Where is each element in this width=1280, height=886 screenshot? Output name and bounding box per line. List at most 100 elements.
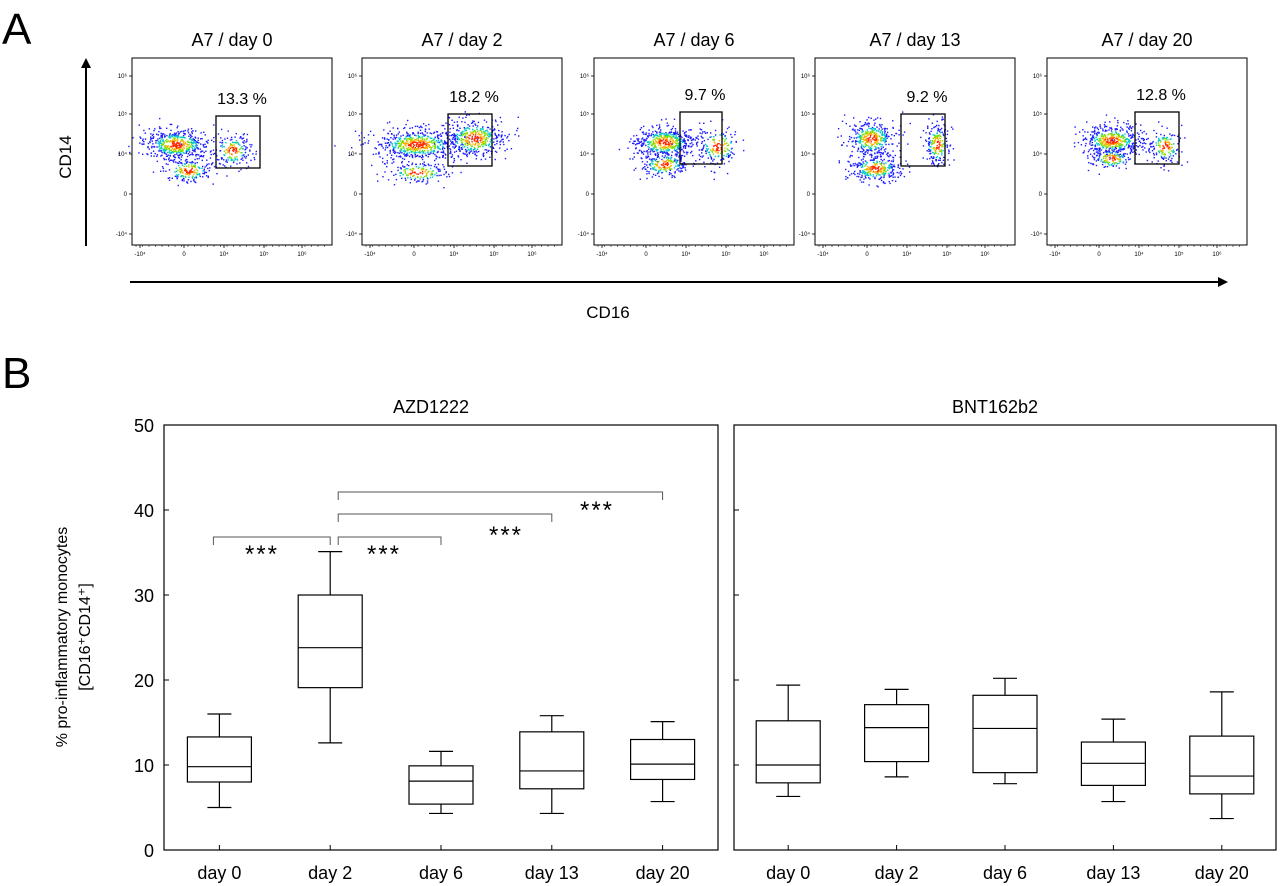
scatter-dot bbox=[411, 146, 413, 149]
scatter-dot bbox=[199, 167, 201, 170]
scatter-dot bbox=[661, 132, 663, 135]
scatter-dot bbox=[224, 138, 226, 140]
scatter-dot bbox=[482, 141, 484, 143]
scatter-dot bbox=[1110, 143, 1112, 145]
scatter-dot bbox=[881, 172, 883, 175]
scatter-dot bbox=[870, 146, 872, 149]
scatter-dot bbox=[439, 168, 441, 171]
scatter-dot bbox=[655, 146, 657, 148]
scatter-dot bbox=[1108, 151, 1110, 153]
scatter-dot bbox=[442, 146, 444, 148]
scatter-dot bbox=[479, 136, 481, 138]
scatter-dot bbox=[667, 147, 669, 150]
scatter-dot bbox=[889, 166, 892, 168]
scatter-dot bbox=[642, 153, 645, 155]
scatter-dot bbox=[843, 141, 845, 144]
scatter-dot bbox=[674, 146, 676, 148]
scatter-dot bbox=[1120, 136, 1122, 139]
scatter-dot bbox=[483, 135, 486, 137]
scatter-dot bbox=[868, 127, 870, 129]
scatter-dot bbox=[1165, 160, 1167, 162]
scatter-dot bbox=[191, 164, 193, 166]
scatter-dot bbox=[1084, 145, 1087, 147]
scatter-dot bbox=[452, 161, 455, 164]
scatter-dot bbox=[455, 141, 457, 143]
scatter-dot bbox=[853, 124, 856, 126]
scatter-dot bbox=[453, 159, 456, 162]
scatter-dot bbox=[1138, 140, 1140, 143]
scatter-dot bbox=[395, 144, 397, 147]
scatter-dot bbox=[164, 146, 167, 149]
scatter-dot bbox=[239, 137, 241, 139]
scatter-dot bbox=[1135, 153, 1137, 155]
scatter-dot bbox=[360, 132, 363, 134]
scatter-dot bbox=[642, 144, 644, 146]
scatter-dot bbox=[474, 136, 476, 138]
scatter-dot bbox=[474, 123, 476, 125]
scatter-dot bbox=[470, 122, 473, 124]
scatter-dot bbox=[673, 167, 676, 169]
scatter-dot bbox=[198, 154, 200, 156]
scatter-dot bbox=[437, 151, 439, 153]
scatter-dot bbox=[161, 136, 163, 139]
scatter-dot bbox=[192, 145, 194, 147]
scatter-dot bbox=[167, 140, 169, 142]
scatter-dot bbox=[228, 151, 230, 153]
scatter-dot bbox=[426, 182, 429, 184]
scatter-dot bbox=[443, 152, 445, 154]
scatter-dot bbox=[235, 148, 237, 150]
scatter-dot bbox=[1172, 155, 1175, 157]
scatter-dot bbox=[872, 171, 874, 173]
scatter-dot bbox=[890, 166, 893, 168]
scatter-dot bbox=[192, 139, 194, 141]
scatter-dot bbox=[407, 144, 410, 146]
scatter-dot bbox=[890, 175, 893, 177]
scatter-dot bbox=[1114, 151, 1117, 154]
scatter-dot bbox=[191, 177, 194, 179]
scatter-dot bbox=[397, 152, 399, 154]
scatter-dot bbox=[1132, 144, 1134, 146]
scatter-dot bbox=[668, 168, 670, 170]
scatter-dot bbox=[425, 141, 427, 143]
scatter-dot bbox=[179, 162, 182, 164]
scatter-dot bbox=[846, 177, 849, 179]
scatter-dot bbox=[426, 147, 429, 150]
scatter-dot bbox=[1106, 159, 1108, 161]
scatter-dot bbox=[871, 143, 874, 146]
scatter-dot bbox=[656, 142, 659, 145]
scatter-dot bbox=[502, 141, 504, 143]
scatter-dot bbox=[1129, 134, 1131, 137]
scatter-dot bbox=[856, 140, 858, 142]
scatter-dot bbox=[383, 163, 386, 165]
scatter-dot bbox=[422, 180, 424, 182]
scatter-dot bbox=[1095, 160, 1098, 162]
scatter-dot bbox=[880, 158, 882, 161]
scatter-dot bbox=[874, 176, 876, 179]
scatter-dot bbox=[164, 135, 166, 138]
scatter-dot bbox=[1163, 146, 1165, 148]
scatter-dot bbox=[1094, 144, 1096, 147]
scatter-dot bbox=[680, 170, 682, 172]
scatter-dot bbox=[241, 152, 243, 154]
scatter-dot bbox=[159, 147, 162, 149]
scatter-dot bbox=[706, 150, 708, 152]
x-tick-label: 10⁴ bbox=[219, 251, 229, 258]
scatter-dot bbox=[419, 172, 421, 174]
scatter-dot bbox=[941, 131, 943, 134]
scatter-dot bbox=[940, 149, 942, 151]
scatter-dot bbox=[409, 136, 411, 138]
scatter-dot bbox=[424, 169, 427, 171]
scatter-dot bbox=[373, 134, 375, 136]
scatter-dot bbox=[1085, 138, 1088, 141]
scatter-dot bbox=[685, 164, 687, 166]
scatter-dot bbox=[468, 151, 470, 154]
scatter-dot bbox=[862, 172, 864, 174]
scatter-dot bbox=[1115, 142, 1117, 145]
scatter-dot bbox=[656, 172, 659, 175]
scatter-dot bbox=[179, 149, 181, 151]
scatter-dot bbox=[859, 150, 862, 153]
scatter-dot bbox=[250, 159, 252, 162]
scatter-dot bbox=[1152, 145, 1155, 148]
scatter-dot bbox=[878, 170, 881, 172]
scatter-dot bbox=[1167, 170, 1170, 172]
